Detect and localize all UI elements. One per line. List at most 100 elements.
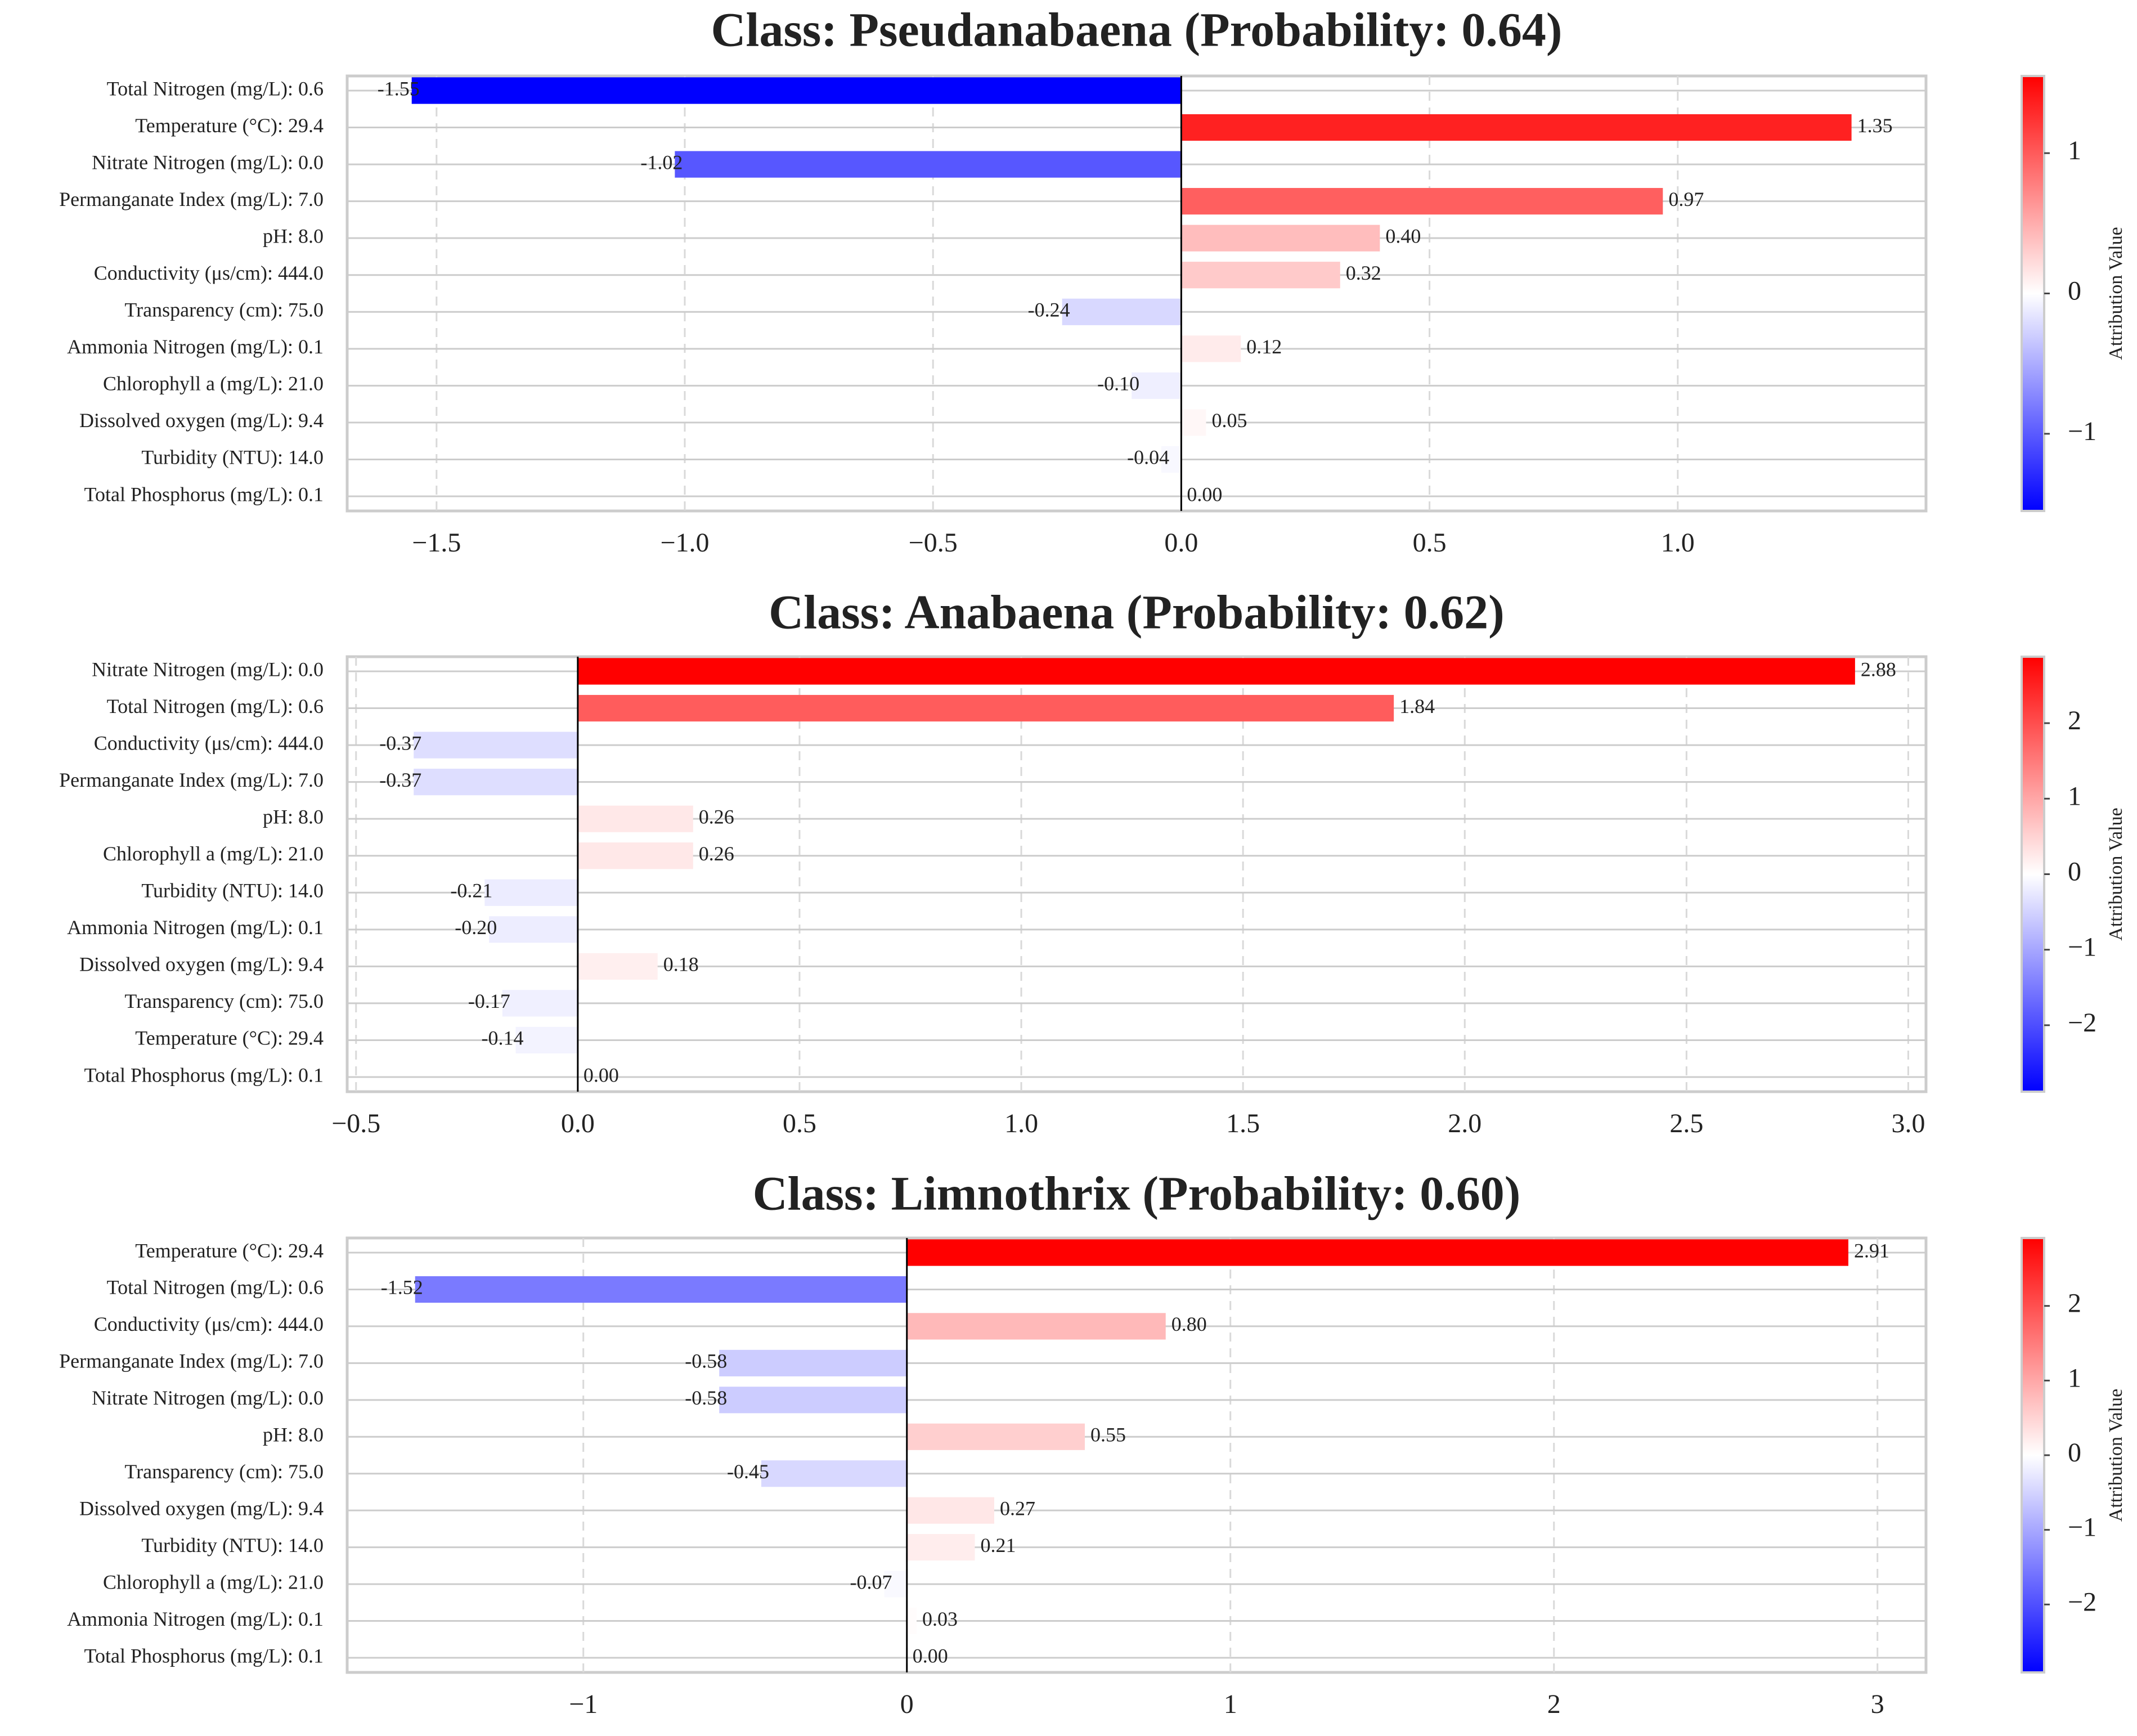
x-tick-label: −1.0 xyxy=(660,528,709,558)
bar-value-label: -0.10 xyxy=(1097,373,1139,395)
bar-value-label: -1.52 xyxy=(381,1276,423,1299)
category-label: Permanganate Index (mg/L): 7.0 xyxy=(59,188,324,210)
category-label: Temperature (°C): 29.4 xyxy=(135,1239,324,1262)
bar-value-label: 0.26 xyxy=(699,842,734,865)
bar xyxy=(1181,225,1380,252)
category-label: Nitrate Nitrogen (mg/L): 0.0 xyxy=(92,658,324,680)
colorbar-tick-label: 0 xyxy=(2068,857,2081,887)
category-label: Conductivity (μs/cm): 444.0 xyxy=(94,732,324,754)
x-tick-label: 1 xyxy=(1224,1689,1237,1719)
x-tick-label: 3 xyxy=(1871,1689,1884,1719)
bar-value-label: 1.84 xyxy=(1399,695,1435,717)
plot-frame xyxy=(345,1236,1928,1674)
bar xyxy=(489,916,578,943)
bar xyxy=(719,1387,907,1414)
chart-panel-3: Class: Limnothrix (Probability: 0.60) −1 0… xyxy=(59,1167,2126,1719)
category-label: Total Nitrogen (mg/L): 0.6 xyxy=(107,695,324,717)
category-label: pH: 8.0 xyxy=(263,805,324,828)
x-tick-label: 1.0 xyxy=(1004,1109,1038,1138)
chart-title: Class: Limnothrix (Probability: 0.60) xyxy=(753,1167,1521,1221)
category-label: Temperature (°C): 29.4 xyxy=(135,114,324,137)
bar xyxy=(906,1239,1848,1266)
bar-value-label: 0.32 xyxy=(1346,262,1381,284)
bar xyxy=(906,1497,994,1524)
bar xyxy=(414,732,578,759)
category-label: Chlorophyll a (mg/L): 21.0 xyxy=(103,842,324,865)
colorbar-tick-label: 1 xyxy=(2068,1363,2081,1393)
category-label: Ammonia Nitrogen (mg/L): 0.1 xyxy=(67,1608,324,1630)
x-tick-label: −1 xyxy=(569,1689,598,1719)
bar-value-label: -0.17 xyxy=(468,990,510,1012)
x-tick-label: 0 xyxy=(900,1689,914,1719)
category-label: Ammonia Nitrogen (mg/L): 0.1 xyxy=(67,335,324,358)
x-tick-label: 0.0 xyxy=(561,1109,595,1138)
bar xyxy=(577,842,693,869)
bar xyxy=(675,151,1182,178)
category-label: Chlorophyll a (mg/L): 21.0 xyxy=(103,373,324,395)
bar xyxy=(1062,298,1182,325)
bar-value-label: 0.18 xyxy=(663,953,699,976)
bar-value-label: 0.00 xyxy=(913,1644,948,1667)
bar-value-label: -0.14 xyxy=(482,1027,524,1049)
category-label: Temperature (°C): 29.4 xyxy=(135,1027,324,1049)
bar xyxy=(1181,335,1241,362)
category-label: Turbidity (NTU): 14.0 xyxy=(141,1534,324,1556)
x-tick-label: −0.5 xyxy=(331,1109,380,1138)
bar-value-label: 0.26 xyxy=(699,805,734,828)
bar-value-label: 2.88 xyxy=(1861,658,1896,680)
bar-value-label: 0.12 xyxy=(1246,335,1282,358)
category-label: Total Nitrogen (mg/L): 0.6 xyxy=(107,1276,324,1299)
bar-value-label: -0.45 xyxy=(727,1460,769,1483)
category-label: Dissolved oxygen (mg/L): 9.4 xyxy=(79,409,324,432)
colorbar-tick-label: 2 xyxy=(2068,706,2081,735)
bar-value-label: 0.21 xyxy=(981,1534,1016,1556)
bar-value-label: -0.20 xyxy=(455,916,497,939)
bar-value-label: 2.91 xyxy=(1854,1239,1889,1262)
x-tick-label: −0.5 xyxy=(909,528,958,558)
bar xyxy=(906,1607,917,1635)
bar-value-label: 0.00 xyxy=(583,1064,619,1086)
category-label: Ammonia Nitrogen (mg/L): 0.1 xyxy=(67,916,324,939)
x-tick-label: 0.5 xyxy=(783,1109,816,1138)
colorbar-tick-label: −1 xyxy=(2068,1513,2096,1542)
colorbar xyxy=(2021,75,2045,512)
bar xyxy=(1181,114,1852,141)
bar xyxy=(411,77,1182,104)
bar-value-label: 0.05 xyxy=(1212,409,1247,432)
category-label: Conductivity (μs/cm): 444.0 xyxy=(94,262,324,284)
category-label: Dissolved oxygen (mg/L): 9.4 xyxy=(79,953,324,976)
bar-value-label: 0.55 xyxy=(1090,1424,1126,1446)
x-tick-label: 0.0 xyxy=(1164,528,1198,558)
chart-title: Class: Pseudanabaena (Probability: 0.64) xyxy=(711,3,1562,57)
category-label: Permanganate Index (mg/L): 7.0 xyxy=(59,769,324,791)
category-label: Transparency (cm): 75.0 xyxy=(124,299,324,321)
bar xyxy=(1181,262,1340,289)
colorbar-tick-label: −2 xyxy=(2068,1587,2096,1617)
category-label: Total Nitrogen (mg/L): 0.6 xyxy=(107,77,324,100)
bar-value-label: -1.02 xyxy=(640,151,683,173)
x-tick-label: 0.5 xyxy=(1413,528,1447,558)
plot-frame xyxy=(345,74,1928,513)
x-tick-label: −1.5 xyxy=(412,528,461,558)
bar-value-label: -0.04 xyxy=(1127,446,1169,469)
category-label: Total Phosphorus (mg/L): 0.1 xyxy=(84,483,324,505)
bar xyxy=(1161,446,1182,473)
x-tick-label: 1.5 xyxy=(1226,1109,1260,1138)
bar xyxy=(1181,188,1663,215)
colorbar xyxy=(2021,656,2045,1093)
category-label: Total Phosphorus (mg/L): 0.1 xyxy=(84,1064,324,1086)
bar xyxy=(719,1349,907,1376)
bar xyxy=(515,1026,578,1054)
colorbar-tick-label: 0 xyxy=(2068,276,2081,306)
colorbar-tick-label: −1 xyxy=(2068,932,2096,962)
category-label: Permanganate Index (mg/L): 7.0 xyxy=(59,1350,324,1372)
colorbar-label: Attribution Value xyxy=(2105,1389,2126,1522)
bar-value-label: -0.58 xyxy=(685,1350,727,1372)
bar-value-label: -0.37 xyxy=(379,769,421,791)
bar xyxy=(577,953,658,980)
colorbar-tick-label: 1 xyxy=(2068,136,2081,165)
bar xyxy=(502,990,578,1017)
bar-value-label: 0.40 xyxy=(1385,225,1421,247)
